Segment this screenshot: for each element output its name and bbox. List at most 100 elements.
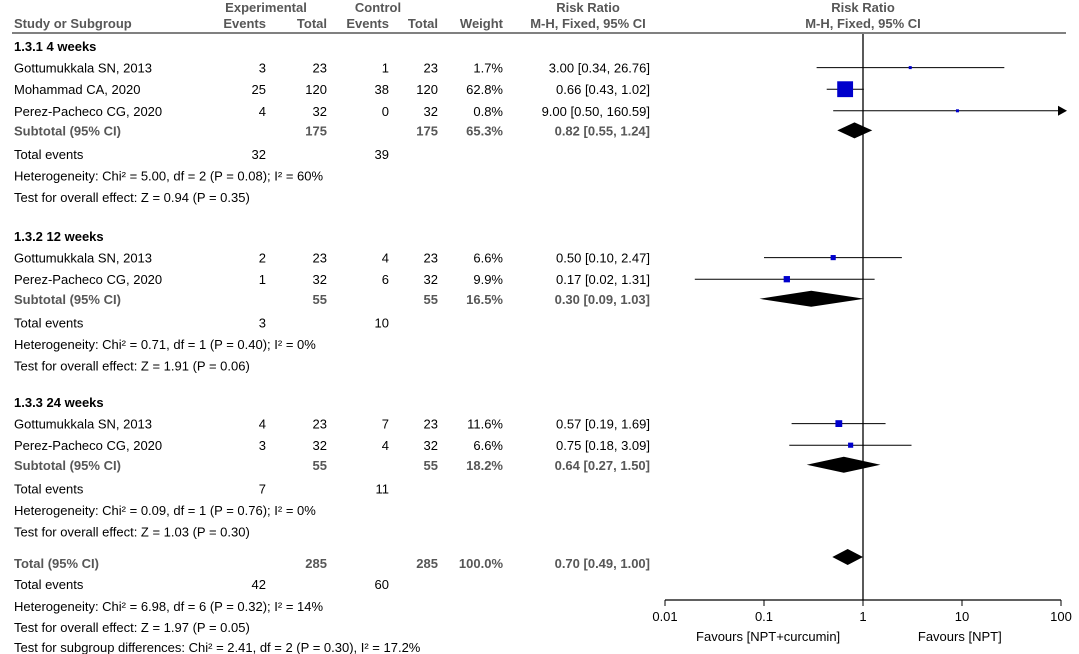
ctrl-total: 23: [424, 251, 438, 266]
header-exp-events: Events: [223, 16, 266, 31]
total-events-label: Total events: [14, 315, 84, 330]
exp-total: 32: [313, 272, 327, 287]
exp-total: 120: [305, 82, 327, 97]
subtotal-weight: 16.5%: [466, 292, 503, 307]
effect-marker: [835, 420, 843, 428]
subtotal-diamond: [806, 456, 881, 473]
ci-text: 0.50 [0.10, 2.47]: [556, 251, 650, 266]
exp-total: 32: [313, 104, 327, 119]
ci-arrow: [1058, 105, 1067, 116]
group-title: 1.3.1 4 weeks: [14, 39, 96, 54]
subtotal-ctrl-total: 55: [424, 292, 438, 307]
ctrl-events: 6: [382, 272, 389, 287]
weight: 1.7%: [473, 61, 503, 76]
study-name: Gottumukkala SN, 2013: [14, 417, 152, 432]
ci-text: 0.66 [0.43, 1.02]: [556, 82, 650, 97]
overall-events-label: Total events: [14, 577, 84, 592]
overall-ctrl-events: 60: [375, 577, 389, 592]
group-title: 1.3.2 12 weeks: [14, 229, 104, 244]
weight: 6.6%: [473, 438, 503, 453]
subtotal-ctrl-total: 175: [416, 123, 438, 138]
exp-total: 23: [313, 61, 327, 76]
study-name: Perez-Pacheco CG, 2020: [14, 104, 162, 119]
subgroup-differences: Test for subgroup differences: Chi² = 2.…: [14, 640, 421, 654]
total-diamond: [832, 549, 863, 565]
exp-events: 3: [259, 438, 266, 453]
x-tick-label: 0.1: [755, 609, 773, 624]
ci-text: 9.00 [0.50, 160.59]: [542, 104, 650, 119]
x-tick-label: 100: [1050, 609, 1072, 624]
header-plot-method: M-H, Fixed, 95% CI: [805, 16, 921, 31]
header-rr-method: M-H, Fixed, 95% CI: [530, 16, 646, 31]
header-exp-total: Total: [297, 16, 327, 31]
header-experimental: Experimental: [225, 0, 307, 15]
ctrl-total: 32: [424, 104, 438, 119]
subtotal-diamond: [837, 122, 873, 139]
header-weight: Weight: [460, 16, 504, 31]
subtotal-ci-text: 0.64 [0.27, 1.50]: [555, 458, 650, 473]
ctrl-events: 4: [382, 438, 389, 453]
effect-marker: [955, 109, 959, 113]
x-tick-label: 0.01: [652, 609, 677, 624]
total-exp-events: 32: [252, 147, 266, 162]
ci-text: 3.00 [0.34, 26.76]: [549, 61, 650, 76]
subtotal-weight: 18.2%: [466, 458, 503, 473]
total-events-label: Total events: [14, 147, 84, 162]
ctrl-total: 32: [424, 272, 438, 287]
weight: 6.6%: [473, 251, 503, 266]
x-tick-label: 10: [955, 609, 969, 624]
subtotal-ctrl-total: 55: [424, 458, 438, 473]
heterogeneity-text: Heterogeneity: Chi² = 0.09, df = 1 (P = …: [14, 503, 316, 518]
ctrl-total: 23: [424, 61, 438, 76]
subtotal-exp-total: 55: [313, 458, 327, 473]
study-name: Gottumukkala SN, 2013: [14, 61, 152, 76]
exp-events: 1: [259, 272, 266, 287]
header-study: Study or Subgroup: [14, 16, 132, 31]
study-name: Mohammad CA, 2020: [14, 82, 140, 97]
weight: 11.6%: [467, 417, 503, 432]
header-ctrl-total: Total: [408, 16, 438, 31]
subtotal-label: Subtotal (95% CI): [14, 292, 121, 307]
header-control: Control: [355, 0, 401, 15]
exp-events: 2: [259, 251, 266, 266]
total-exp-total: 285: [305, 556, 327, 571]
heterogeneity-text: Heterogeneity: Chi² = 5.00, df = 2 (P = …: [14, 169, 323, 184]
exp-events: 4: [259, 417, 266, 432]
total-exp-events: 7: [259, 481, 266, 496]
exp-total: 32: [313, 438, 327, 453]
subtotal-weight: 65.3%: [466, 123, 503, 138]
ci-text: 0.17 [0.02, 1.31]: [556, 272, 650, 287]
ctrl-total: 32: [424, 438, 438, 453]
total-ci-text: 0.70 [0.49, 1.00]: [555, 556, 650, 571]
total-ctrl-total: 285: [416, 556, 438, 571]
ctrl-events: 1: [382, 61, 389, 76]
overall-exp-events: 42: [252, 577, 266, 592]
overall-effect-text: Test for overall effect: Z = 0.94 (P = 0…: [14, 190, 250, 205]
x-tick-label: 1: [859, 609, 866, 624]
overall-effect: Test for overall effect: Z = 1.97 (P = 0…: [14, 620, 250, 635]
subtotal-label: Subtotal (95% CI): [14, 458, 121, 473]
subtotal-label: Subtotal (95% CI): [14, 123, 121, 138]
exp-events: 25: [252, 82, 266, 97]
weight: 0.8%: [473, 104, 503, 119]
favours-right-label: Favours [NPT]: [918, 629, 1002, 644]
overall-heterogeneity: Heterogeneity: Chi² = 6.98, df = 6 (P = …: [14, 599, 323, 614]
effect-marker: [848, 442, 854, 448]
subtotal-ci-text: 0.30 [0.09, 1.03]: [555, 292, 650, 307]
ci-text: 0.57 [0.19, 1.69]: [556, 417, 650, 432]
study-name: Perez-Pacheco CG, 2020: [14, 272, 162, 287]
ctrl-total: 120: [416, 82, 438, 97]
header-plot-title: Risk Ratio: [831, 0, 895, 15]
exp-total: 23: [313, 251, 327, 266]
group-title: 1.3.3 24 weeks: [14, 395, 104, 410]
ctrl-events: 38: [375, 82, 389, 97]
exp-events: 3: [259, 61, 266, 76]
total-label: Total (95% CI): [14, 556, 99, 571]
header-ctrl-events: Events: [346, 16, 389, 31]
ctrl-events: 7: [382, 417, 389, 432]
exp-total: 23: [313, 417, 327, 432]
total-ctrl-events: 11: [376, 481, 390, 496]
effect-marker: [837, 81, 854, 98]
subtotal-ci-text: 0.82 [0.55, 1.24]: [555, 123, 650, 138]
